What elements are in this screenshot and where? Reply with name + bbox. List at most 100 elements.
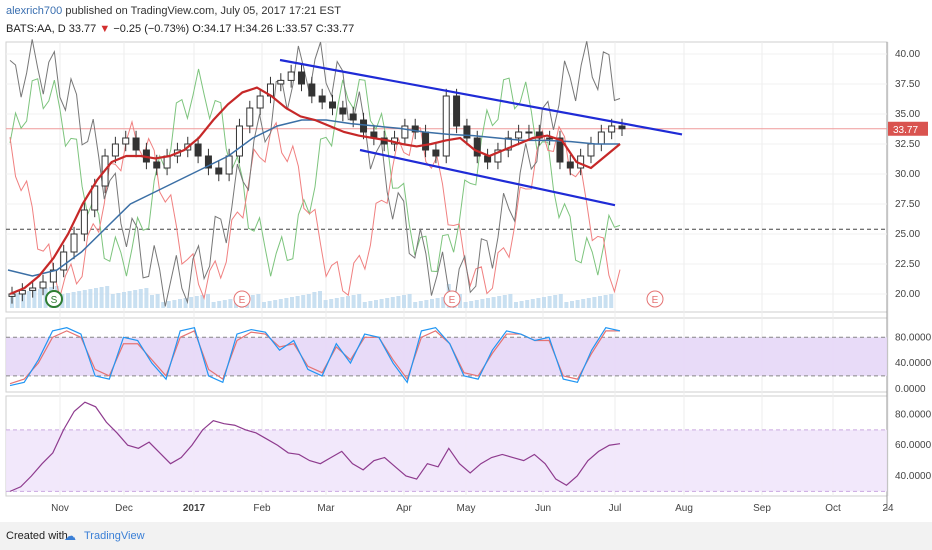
oscillator-red-line (9, 119, 621, 300)
candle-body (256, 95, 264, 109)
volume-bar (441, 297, 446, 308)
candle-body (111, 143, 119, 157)
candle-body (494, 149, 502, 163)
volume-bar (379, 299, 384, 308)
x-tick-label-Aug: Aug (675, 503, 693, 514)
stoch-band (6, 337, 887, 376)
volume-bar (71, 292, 76, 308)
candle-body (422, 131, 430, 151)
y-tick-label: 32.50 (895, 139, 920, 150)
volume-bar (301, 295, 306, 308)
rsi-tick-label: 80.0000 (895, 409, 932, 420)
candle-body (308, 83, 316, 97)
volume-bar (519, 301, 524, 308)
candle-body (349, 113, 357, 121)
x-tick-label-Jun: Jun (535, 503, 551, 514)
author-link[interactable]: alexrich700 (6, 5, 63, 17)
candle-body (360, 119, 368, 133)
candle-body (277, 79, 285, 85)
tradingview-brand-link[interactable]: TradingView (84, 530, 145, 542)
volume-bar (228, 299, 233, 308)
volume-bar (189, 297, 194, 308)
volume-bar (295, 296, 300, 308)
volume-bar (570, 301, 574, 308)
volume-bar (598, 296, 602, 308)
volume-bar (474, 300, 479, 308)
volume-bar (138, 289, 143, 308)
volume-bar (172, 300, 177, 308)
oscillator-gray-line (9, 39, 621, 308)
trend-line-upper (279, 58, 683, 136)
candle-body (463, 125, 471, 139)
stoch-tick-label: 80.0000 (895, 332, 932, 343)
candle-body (401, 125, 409, 139)
volume-bar (105, 286, 110, 308)
volume-bar (217, 301, 222, 308)
volume-bar (200, 295, 205, 308)
volume-bar (38, 289, 42, 308)
symbol-label: BATS:AA, D (6, 23, 66, 35)
volume-bar (351, 295, 356, 308)
candle-body (597, 131, 605, 145)
volume-bar (21, 292, 26, 308)
candle-body (287, 71, 295, 81)
volume-bar (497, 296, 502, 308)
volume-bar (82, 290, 87, 308)
volume-bar (312, 292, 317, 308)
volume-bar (413, 302, 418, 308)
x-tick-label-Oct: Oct (825, 503, 841, 514)
volume-bar (542, 297, 546, 308)
y-tick-label: 20.00 (895, 289, 920, 300)
y-tick-label: 25.00 (895, 229, 920, 240)
chart-canvas[interactable]: Nov Dec 2017 Feb Mar Apr May Jun Jul Aug Sep Oct 24 4… (0, 0, 932, 522)
candle-body (546, 137, 554, 140)
x-tick-label-2017: 2017 (183, 503, 206, 514)
last-price-tag-label: 33.77 (893, 125, 918, 136)
rsi-tick-label: 60.0000 (895, 440, 932, 451)
footer-bar: Created with ☁ TradingView (0, 522, 932, 550)
price-change: −0.25 (−0.73%) (113, 23, 190, 35)
volume-bar (77, 291, 82, 308)
candle-body (608, 125, 616, 133)
event-marker-label: E (239, 295, 246, 306)
volume-bar (122, 292, 126, 308)
ma-blue-line (7, 119, 620, 277)
rsi-line (9, 401, 621, 492)
volume-bar (609, 294, 614, 308)
volume-bar (206, 294, 210, 308)
x-tick-label-Feb: Feb (253, 503, 271, 514)
x-tick-label-24: 24 (882, 503, 894, 514)
volume-bar (402, 295, 406, 308)
volume-bar (256, 294, 261, 308)
x-tick-label-Mar: Mar (317, 503, 335, 514)
ohlc-values: O:34.17 H:34.26 L:33.57 C:33.77 (192, 23, 355, 35)
volume-bar (581, 299, 586, 308)
volume-bar (267, 301, 272, 308)
y-tick-label: 35.00 (895, 109, 920, 120)
volume-bar (32, 290, 37, 308)
panel-frame-0 (5, 41, 888, 313)
volume-bar (547, 296, 552, 308)
volume-bar (66, 293, 70, 308)
x-tick-label-Sep: Sep (753, 503, 771, 514)
volume-bar (525, 300, 530, 308)
candle-body (246, 107, 254, 127)
volume-bar (94, 288, 98, 308)
volume-bar (491, 297, 496, 308)
candle-body (556, 137, 564, 163)
candle-body (329, 101, 337, 109)
y-tick-label: 30.00 (895, 169, 920, 180)
rsi-band (6, 429, 887, 492)
candle-body (49, 269, 57, 283)
volume-bar (374, 300, 378, 308)
volume-bar (586, 298, 591, 308)
volume-bar (553, 295, 558, 308)
candle-body (411, 125, 419, 133)
tradingview-logo-icon: ☁ (64, 529, 76, 543)
event-marker-0 (45, 290, 63, 308)
volume-bar (575, 300, 580, 308)
event-marker-label: S (51, 295, 58, 306)
volume-bar (514, 302, 518, 308)
candle-body (70, 233, 78, 253)
x-tick-label-Dec: Dec (115, 503, 133, 514)
